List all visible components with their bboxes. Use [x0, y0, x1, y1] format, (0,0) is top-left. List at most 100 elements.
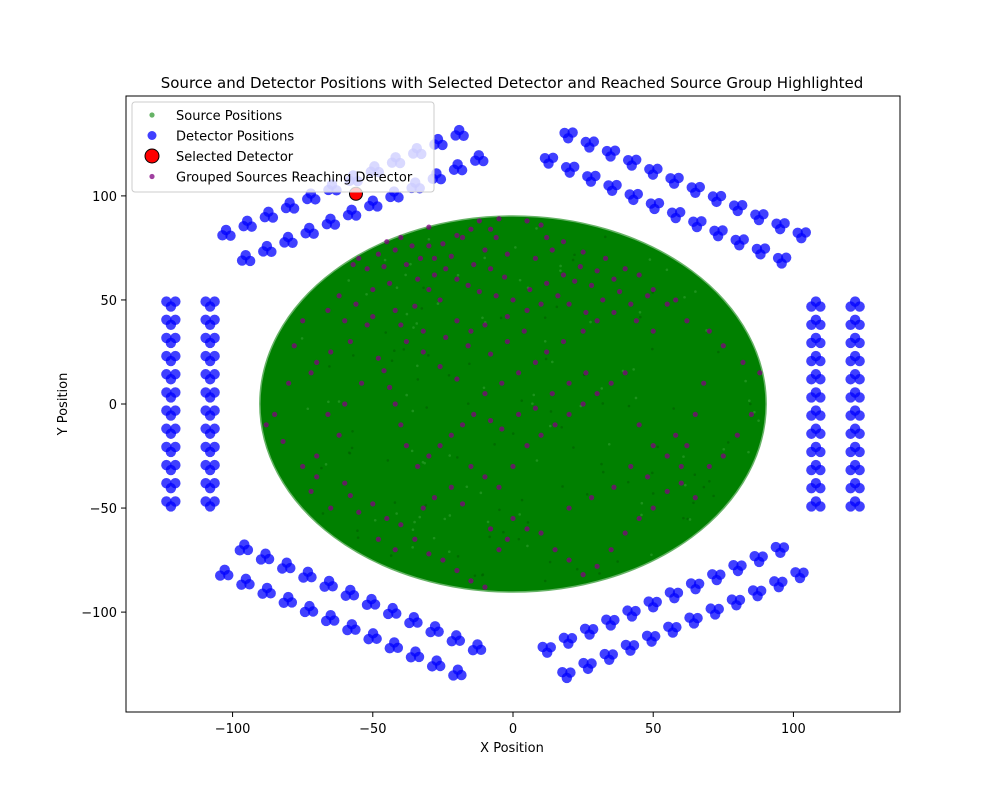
- detector-point: [559, 127, 570, 139]
- source-point: [573, 253, 576, 257]
- detector-point: [223, 569, 234, 581]
- grouped-source-point: [600, 297, 606, 303]
- grouped-source-point: [443, 334, 449, 341]
- grouped-source-point: [504, 313, 510, 320]
- source-point: [543, 579, 547, 583]
- detector-point: [200, 496, 211, 507]
- grouped-source-point: [499, 426, 505, 432]
- source-point: [427, 354, 430, 357]
- grouped-source-point: [403, 261, 410, 268]
- chart-title: Source and Detector Positions with Selec…: [161, 74, 864, 92]
- source-point: [473, 574, 477, 577]
- grouped-source-point: [549, 390, 555, 397]
- grouped-source-point: [580, 572, 586, 578]
- grouped-source-point: [448, 484, 454, 490]
- detector-point: [732, 565, 744, 577]
- source-point: [560, 425, 564, 429]
- detector-point: [200, 459, 211, 471]
- grouped-source-point: [325, 411, 331, 418]
- detector-point: [541, 647, 553, 658]
- detector-module: [215, 539, 487, 681]
- grouped-source-point: [560, 272, 567, 278]
- grouped-source-point: [398, 422, 404, 428]
- source-point: [410, 449, 414, 453]
- grouped-source-point: [454, 318, 460, 324]
- legend-marker: [149, 173, 155, 180]
- detector-point: [854, 410, 865, 421]
- detector-point: [320, 615, 332, 627]
- source-point: [468, 362, 471, 366]
- source-point: [682, 516, 685, 520]
- detector-point: [588, 136, 600, 147]
- grouped-source-point: [572, 278, 578, 284]
- detector-point: [161, 387, 172, 398]
- source-point: [518, 278, 522, 282]
- detector-point: [383, 608, 394, 620]
- detector-point: [694, 181, 706, 193]
- detector-point: [307, 606, 319, 617]
- source-point: [425, 406, 428, 409]
- grouped-source-point: [560, 338, 567, 345]
- source-point: [717, 350, 720, 354]
- grouped-source-point: [496, 216, 502, 222]
- grouped-source-point: [459, 422, 466, 428]
- source-point: [409, 262, 412, 266]
- detector-point: [561, 672, 573, 684]
- detector-point: [815, 319, 826, 330]
- y-axis-label: Y Position: [56, 373, 71, 437]
- source-point: [559, 264, 562, 268]
- detector-point: [603, 180, 614, 191]
- detector-point: [200, 332, 211, 344]
- detector-point: [753, 556, 765, 568]
- detector-point: [391, 608, 402, 619]
- grouped-source-point: [440, 557, 446, 563]
- grouped-source-point: [308, 370, 314, 376]
- source-point: [526, 544, 529, 548]
- source-point: [712, 494, 715, 498]
- grouped-source-point: [757, 370, 763, 376]
- grouped-source-point: [577, 264, 583, 270]
- grouped-source-point: [375, 251, 381, 257]
- detector-point: [325, 213, 336, 225]
- source-point: [351, 354, 355, 357]
- detector-point: [773, 581, 784, 593]
- source-point: [411, 546, 414, 549]
- detector-point: [263, 553, 275, 565]
- source-point: [486, 520, 490, 524]
- source-point: [757, 419, 760, 422]
- grouped-source-point: [482, 247, 488, 253]
- source-point: [424, 504, 428, 507]
- detector-point: [340, 590, 352, 601]
- source-point: [551, 360, 554, 364]
- source-point: [555, 305, 559, 309]
- x-axis-label: X Position: [480, 741, 544, 756]
- grouped-source-point: [459, 501, 466, 507]
- grouped-source-point: [286, 380, 292, 386]
- x-tick-label: −100: [215, 722, 251, 737]
- detector-point: [854, 446, 865, 458]
- source-point: [348, 451, 352, 455]
- legend-label: Grouped Sources Reaching Detector: [176, 171, 413, 186]
- grouped-source-point: [544, 349, 550, 355]
- source-point: [412, 326, 415, 329]
- detector-point: [161, 350, 172, 362]
- grouped-source-point: [468, 463, 474, 470]
- grouped-source-point: [538, 530, 544, 536]
- grouped-source-point: [487, 526, 494, 532]
- detector-point: [319, 581, 330, 592]
- grouped-source-point: [645, 474, 651, 480]
- detector-point: [220, 224, 232, 236]
- grouped-source-point: [384, 239, 390, 245]
- grouped-source-point: [381, 368, 387, 374]
- source-point: [532, 393, 536, 397]
- grouped-source-point: [594, 318, 600, 324]
- grouped-source-point: [720, 453, 726, 459]
- detector-point: [367, 195, 379, 206]
- detector-point: [622, 154, 634, 166]
- legend-marker: [147, 131, 157, 140]
- grouped-source-point: [387, 280, 393, 286]
- grouped-source-point: [504, 251, 510, 257]
- detector-point: [730, 234, 741, 246]
- detector-point: [815, 392, 826, 403]
- source-point: [405, 312, 409, 316]
